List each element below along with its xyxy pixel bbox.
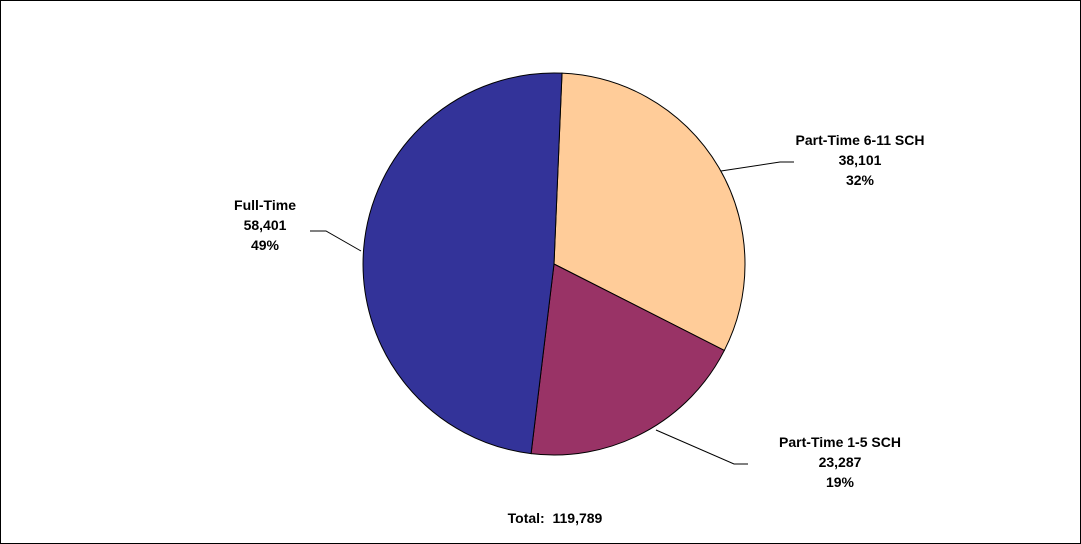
data-label-part-time-6-11-sch: Part-Time 6-11 SCH 38,101 32%	[755, 130, 965, 190]
total-label: Total: 119,789	[507, 510, 603, 526]
slice-part-time-6-11-sch	[553, 72, 746, 352]
slice-name: Part-Time 6-11 SCH	[795, 132, 925, 148]
data-label-full-time: Full-Time 58,401 49%	[210, 195, 320, 255]
slice-name: Full-Time	[234, 197, 296, 213]
slice-full-time	[362, 72, 563, 455]
slice-value: 38,101	[838, 152, 882, 168]
slice-percent: 19%	[825, 474, 855, 490]
slice-part-time-1-5-sch	[530, 263, 726, 456]
slice-percent: 49%	[250, 237, 280, 253]
slice-name: Part-Time 1-5 SCH	[779, 434, 901, 450]
slice-value: 23,287	[818, 454, 862, 470]
slice-percent: 32%	[845, 172, 875, 188]
leader-line-full-time	[310, 230, 362, 252]
slice-value: 58,401	[243, 217, 287, 233]
data-label-part-time-1-5-sch: Part-Time 1-5 SCH 23,287 19%	[735, 432, 945, 492]
leader-line-part-time-6-11-sch	[720, 161, 794, 172]
leader-line-part-time-1-5-sch	[655, 429, 748, 465]
